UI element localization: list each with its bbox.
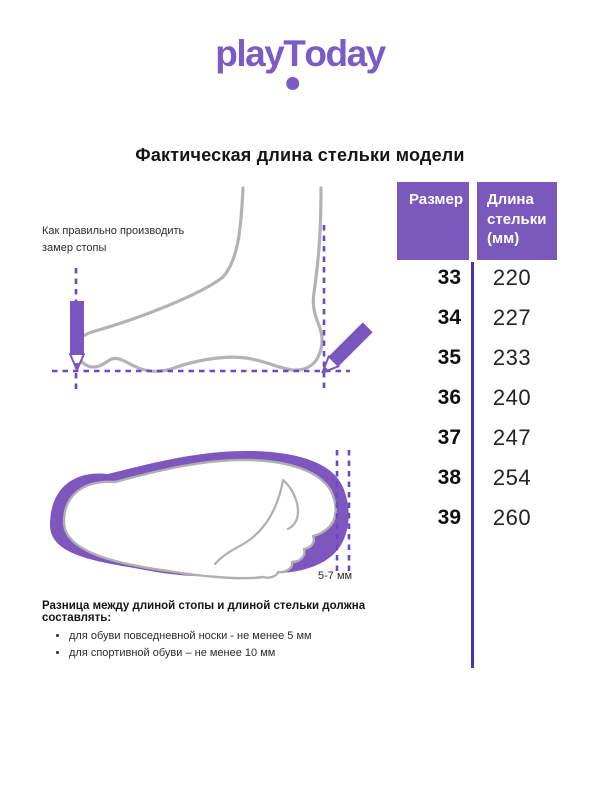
length-cell: 247: [492, 425, 532, 450]
note-heading: Разница между длиной стопы и длиной стел…: [42, 600, 366, 624]
size-cell: 35: [437, 346, 461, 369]
toe-crease-line: [213, 478, 285, 566]
logo-text-t: T: [283, 33, 306, 90]
length-cell: 220: [492, 265, 532, 290]
logo-text-oday: oday: [304, 33, 386, 74]
logo-text-play: play: [215, 33, 285, 74]
note-bullet: для обуви повседневной носки - не менее …: [69, 630, 412, 642]
size-cell: 37: [437, 426, 461, 449]
logo-dot: [286, 77, 300, 90]
size-cell: 36: [437, 386, 461, 409]
brand-logo: playT oday: [0, 33, 600, 90]
size-cell: 39: [437, 506, 461, 529]
footprint-diagram: 5-7 мм: [30, 430, 390, 620]
pencil-icon: [69, 301, 85, 371]
table-row: 36 240: [385, 378, 557, 418]
foot-sole-shape: [62, 458, 337, 580]
measurement-instruction: Как правильно производить замер стопы: [42, 225, 185, 255]
note-bullet: для спортивной обуви – не менее 10 мм: [69, 647, 412, 659]
table-row: 38 254: [385, 458, 557, 498]
length-cell: 260: [492, 505, 532, 530]
note-bullet-list: для обуви повседневной носки - не менее …: [42, 630, 412, 659]
table-column-divider: [471, 262, 474, 668]
gap-size-label: 5-7 мм: [318, 570, 353, 582]
table-row: 33 220: [385, 258, 557, 298]
size-cell: 38: [437, 466, 461, 489]
table-header-size: Размер: [397, 182, 469, 260]
length-cell: 233: [492, 345, 532, 370]
foot-measurement-diagram: Как правильно производить замер стопы: [30, 185, 390, 400]
foot-outline: [75, 186, 324, 373]
length-cell: 227: [492, 305, 532, 330]
size-cell: 33: [437, 266, 461, 289]
size-table-rows: 33 220 34 227 35 233 36 240 37 247 38 25…: [385, 258, 557, 538]
table-row: 34 227: [385, 298, 557, 338]
length-cell: 240: [492, 385, 532, 410]
table-row: 39 260: [385, 498, 557, 538]
foot-side-view-svg: [52, 186, 373, 392]
table-header-insole-length: Длина стельки (мм): [477, 182, 557, 260]
pencil-icon: [321, 322, 373, 374]
length-cell: 254: [492, 465, 532, 490]
size-cell: 34: [437, 306, 461, 329]
table-row: 37 247: [385, 418, 557, 458]
footprint-svg: [50, 450, 351, 580]
table-row: 35 233: [385, 338, 557, 378]
big-toe-line: [281, 478, 300, 531]
page-title: Фактическая длина стельки модели: [135, 145, 465, 165]
difference-note: Разница между длиной стопы и длиной стел…: [42, 600, 412, 664]
